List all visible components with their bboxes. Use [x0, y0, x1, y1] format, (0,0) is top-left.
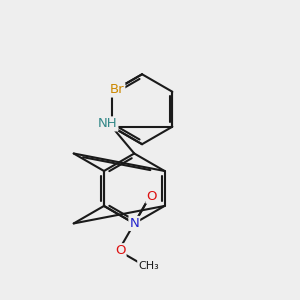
Text: Br: Br [110, 83, 124, 97]
Text: O: O [115, 244, 125, 257]
Text: N: N [129, 217, 139, 230]
Text: NH: NH [98, 117, 117, 130]
Text: CH₃: CH₃ [138, 260, 159, 271]
Text: O: O [146, 190, 157, 203]
